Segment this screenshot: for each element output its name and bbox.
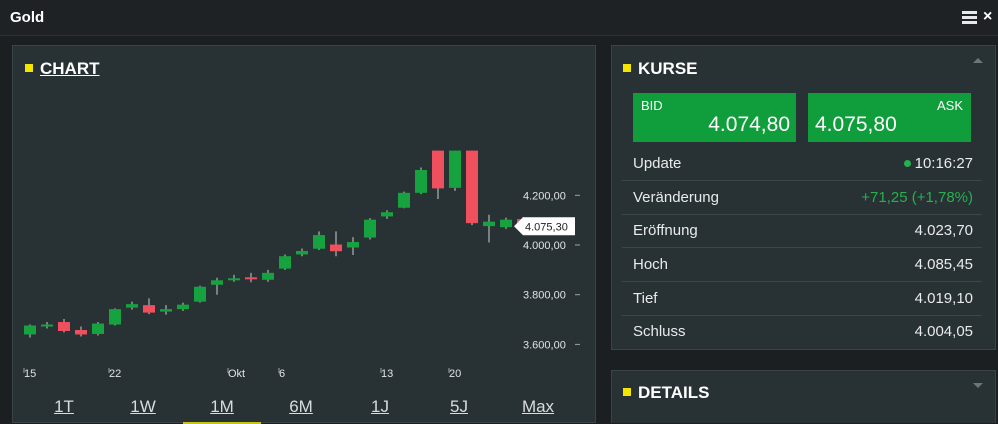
details-panel: DETAILS	[611, 370, 996, 423]
bid-label: BID	[641, 98, 663, 113]
chart-panel: CHART 3.600,00 3.800,00 4.000,00 4.200,00 15…	[12, 45, 597, 424]
candle-body	[177, 304, 189, 310]
window-title: Gold	[10, 9, 45, 26]
open-value: 4.023,70	[914, 222, 973, 239]
candle-body	[483, 221, 495, 227]
details-title-label: DETAILS	[638, 383, 710, 402]
quote-row-change: Veränderung +71,25 (+1,78%)	[622, 181, 982, 215]
range-buttons: 1T 1W 1M 6M 1J 5J Max	[13, 394, 597, 424]
expand-arrow-icon[interactable]	[973, 383, 983, 388]
details-title[interactable]: DETAILS	[623, 383, 709, 403]
quotes-title-label: KURSE	[638, 59, 698, 78]
quote-row-low: Tief 4.019,10	[622, 282, 982, 316]
candle-body	[160, 309, 172, 312]
candle-body	[143, 305, 155, 313]
x-tick-label: 15	[24, 368, 36, 380]
range-button-1m[interactable]: 1M	[183, 394, 261, 424]
change-label: Veränderung	[633, 189, 719, 206]
range-button-1j[interactable]: 1J	[371, 397, 389, 416]
candle-body	[126, 304, 138, 308]
high-value: 4.085,45	[914, 256, 973, 273]
candle-body	[330, 244, 342, 252]
yellow-square-icon	[25, 64, 33, 72]
candle-body	[500, 219, 512, 228]
candle-body	[432, 150, 444, 189]
x-tick-label: 13	[381, 368, 393, 380]
high-label: Hoch	[633, 256, 669, 273]
candle-body	[58, 322, 70, 331]
candle-body	[381, 212, 393, 217]
ask-box: ASK 4.075,80	[808, 93, 971, 142]
open-label: Eröffnung	[633, 222, 698, 239]
close-value: 4.004,05	[914, 323, 973, 340]
low-label: Tief	[633, 290, 658, 307]
hamburger-menu-icon[interactable]	[962, 11, 977, 25]
collapse-arrow-icon[interactable]	[973, 58, 983, 63]
current-price-label: 4.075,30	[525, 221, 568, 233]
quotes-panel: KURSE BID 4.074,80 ASK 4.075,80 Update 1…	[611, 45, 996, 350]
candle-body	[364, 219, 376, 238]
ask-label: ASK	[936, 98, 963, 113]
ask-value: 4.075,80	[815, 113, 897, 136]
y-tick-label: 4.200,00	[523, 190, 566, 202]
bid-box: BID 4.074,80	[633, 93, 796, 142]
bid-value: 4.074,80	[708, 113, 790, 136]
y-tick-label: 3.600,00	[523, 339, 566, 351]
candle-body	[41, 324, 53, 327]
current-price-marker	[514, 217, 575, 236]
candle-body	[296, 250, 308, 255]
change-value: +71,25 (+1,78%)	[861, 189, 973, 206]
candle-body	[313, 235, 325, 249]
candle-body	[279, 256, 291, 269]
x-tick-label: 20	[449, 368, 461, 380]
candle-body	[211, 280, 223, 285]
close-label: Schluss	[633, 323, 686, 340]
chart-title-label: CHART	[40, 59, 100, 78]
range-button-1t[interactable]: 1T	[54, 397, 74, 416]
quote-row-high: Hoch 4.085,45	[622, 248, 982, 282]
candle-body	[92, 323, 104, 334]
range-button-6m[interactable]: 6M	[289, 397, 313, 416]
update-time: 10:16:27	[914, 155, 973, 172]
candle-body	[245, 277, 257, 280]
quote-row-open: Eröffnung 4.023,70	[622, 214, 982, 248]
range-button-5j[interactable]: 5J	[450, 397, 468, 416]
window-titlebar: Gold ×	[0, 0, 998, 36]
x-tick-label: 22	[109, 368, 121, 380]
candle-body	[347, 242, 359, 248]
candle-body	[75, 329, 87, 335]
range-button-1w[interactable]: 1W	[130, 397, 156, 416]
candle-body	[398, 192, 410, 208]
x-tick-label: Okt	[228, 368, 245, 380]
candle-body	[449, 150, 461, 188]
y-tick-label: 3.800,00	[523, 290, 566, 302]
quotes-title: KURSE	[623, 59, 698, 79]
quote-row-update: Update 10:16:27	[622, 147, 982, 181]
yellow-square-icon	[623, 64, 631, 72]
quote-row-close: Schluss 4.004,05	[622, 315, 982, 348]
candle-body	[194, 286, 206, 302]
live-status-dot-icon	[903, 160, 911, 167]
candlestick-chart[interactable]: 3.600,00 3.800,00 4.000,00 4.200,00 15 22 Okt 6…	[13, 46, 597, 386]
candle-body	[415, 169, 427, 193]
low-value: 4.019,10	[914, 290, 973, 307]
candle-body	[228, 278, 240, 281]
close-icon[interactable]: ×	[983, 8, 993, 25]
candle-body	[24, 325, 36, 335]
x-tick-label: 6	[279, 368, 285, 380]
update-value: 10:16:27	[903, 147, 973, 180]
yellow-square-icon	[623, 388, 631, 396]
candle-body	[109, 309, 121, 325]
candle-body	[466, 150, 478, 224]
candle-body	[262, 272, 274, 280]
range-button-max[interactable]: Max	[521, 397, 555, 416]
update-label: Update	[633, 155, 682, 172]
chart-title[interactable]: CHART	[25, 59, 100, 79]
y-tick-label: 4.000,00	[523, 240, 566, 252]
